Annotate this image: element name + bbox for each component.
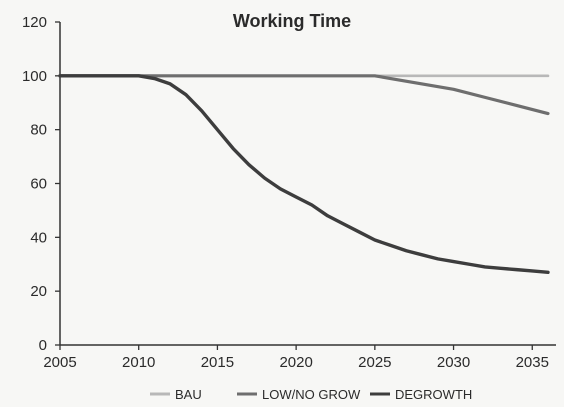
legend: BAU LOW/NO GROW DEGROWTH (150, 387, 472, 402)
y-tick-label: 60 (30, 176, 47, 193)
legend-label: DEGROWTH (395, 387, 472, 402)
legend-label: BAU (175, 387, 202, 402)
x-tick-label: 2025 (358, 354, 391, 371)
axes: 0 20 40 60 80 100 120 2005 2010 2015 2020 2025 2030 2… (22, 14, 556, 371)
chart-title: Working Time (233, 11, 351, 31)
y-tick-label: 100 (22, 68, 47, 85)
y-tick-label: 0 (39, 337, 47, 354)
y-tick-label: 120 (22, 14, 47, 31)
series-line-low-no-grow (58, 74, 550, 116)
x-tick-label: 2005 (43, 354, 76, 371)
series-lines (58, 74, 550, 275)
y-tick-label: 80 (30, 122, 47, 139)
x-tick-label: 2020 (279, 354, 312, 371)
x-tick-label: 2010 (122, 354, 155, 371)
y-tick-label: 20 (30, 283, 47, 300)
x-tick-label: 2030 (437, 354, 470, 371)
x-tick-label: 2035 (516, 354, 549, 371)
y-tick-label: 40 (30, 229, 47, 246)
x-tick-label: 2015 (201, 354, 234, 371)
legend-label: LOW/NO GROW (262, 387, 361, 402)
series-line-degrowth (58, 74, 550, 275)
